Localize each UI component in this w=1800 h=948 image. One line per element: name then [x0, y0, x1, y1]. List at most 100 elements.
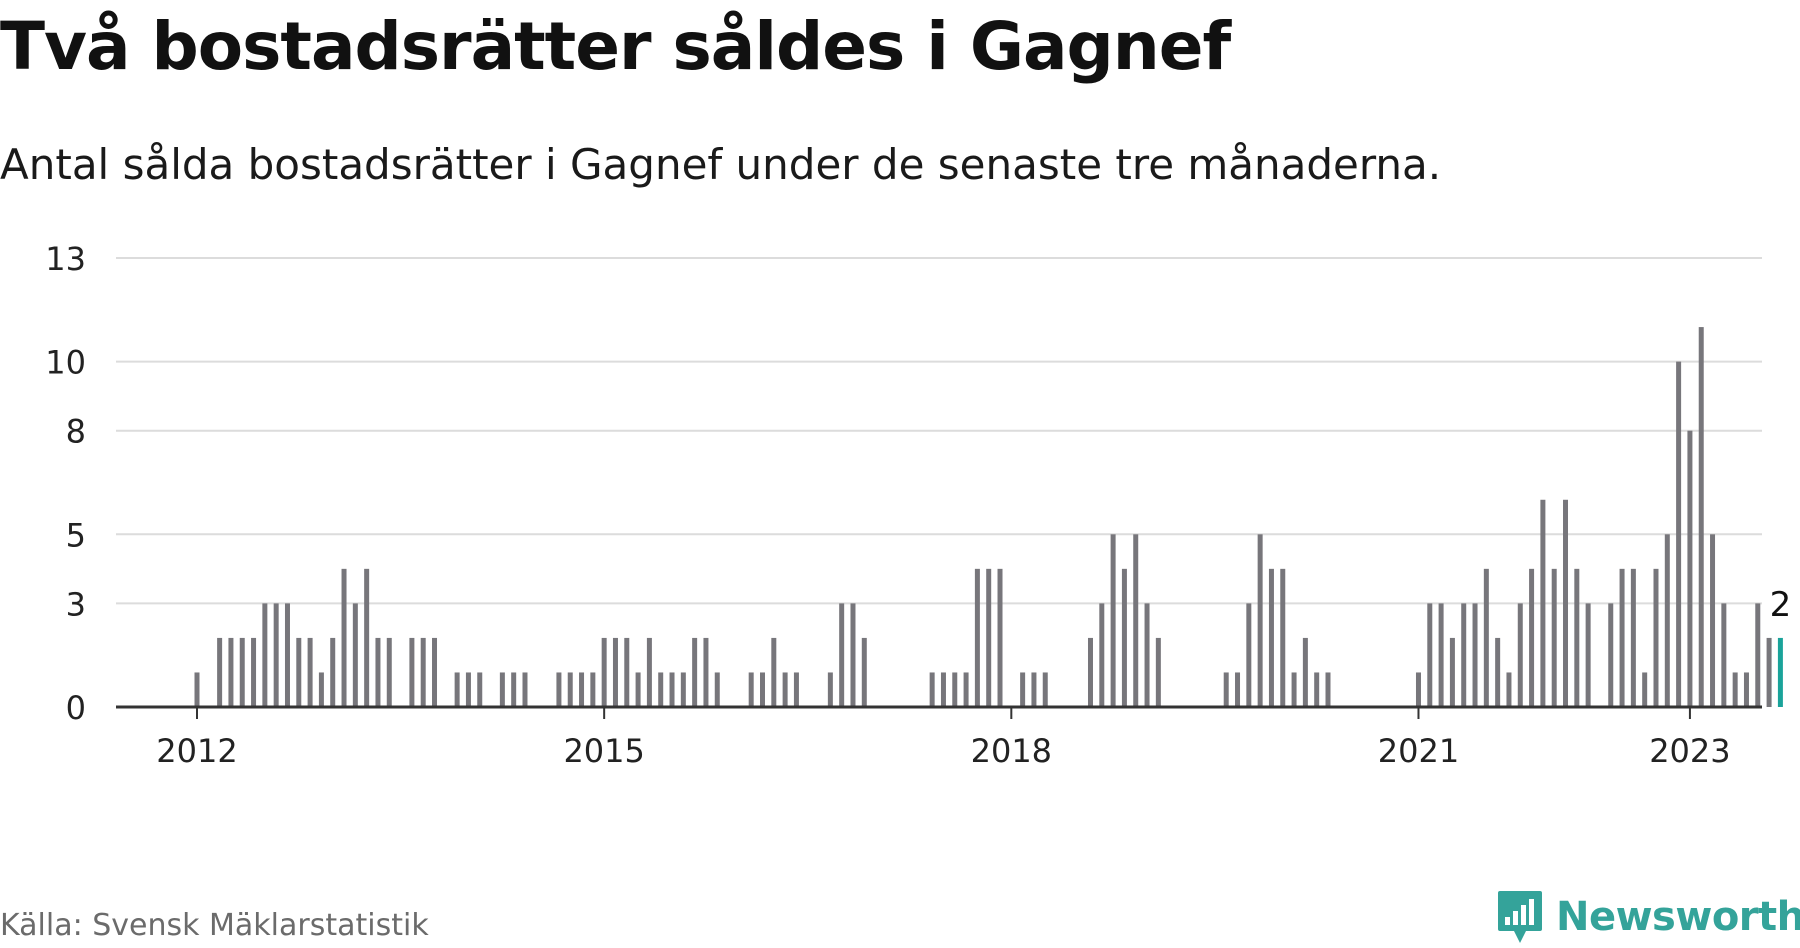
bar [1574, 568, 1580, 707]
bar [273, 603, 279, 707]
bar [341, 568, 347, 707]
bar [352, 603, 358, 707]
bar [1257, 534, 1263, 707]
bar [1325, 672, 1331, 707]
bar [1314, 672, 1320, 707]
bar [658, 672, 664, 707]
bar [680, 672, 686, 707]
bar [624, 637, 630, 707]
bar [827, 672, 833, 707]
bar [669, 672, 675, 707]
bar [997, 568, 1003, 707]
bar [1042, 672, 1048, 707]
x-tick-label: 2021 [1378, 732, 1459, 770]
bar [465, 672, 471, 707]
bar [1087, 637, 1093, 707]
bar [986, 568, 992, 707]
bar [1732, 672, 1738, 707]
bar-series [194, 327, 1783, 707]
bar [1766, 637, 1772, 707]
bar [318, 672, 324, 707]
bar [760, 672, 765, 707]
bar [511, 672, 517, 707]
bar [861, 637, 867, 707]
bar [1031, 672, 1037, 707]
bar [1676, 361, 1682, 707]
last-value-label: 2 [1770, 585, 1792, 625]
bar [1472, 603, 1478, 707]
y-tick-label: 5 [66, 516, 86, 554]
bar [703, 637, 709, 707]
bar [1235, 672, 1241, 707]
bar [522, 672, 528, 707]
bar [1551, 568, 1557, 707]
bar [850, 603, 856, 707]
bar [590, 672, 596, 707]
bar [409, 637, 415, 707]
bar [839, 603, 845, 707]
brand-name: Newsworthy [1556, 894, 1800, 940]
source-note: Källa: Svensk Mäklarstatistik [0, 908, 429, 943]
brand-logo-block: Newsworthy [1496, 888, 1800, 946]
bar [330, 637, 336, 707]
chart-subtitle: Antal sålda bostadsrätter i Gagnef under… [0, 140, 1442, 189]
bar [307, 637, 313, 707]
bar [217, 637, 223, 707]
bar [612, 637, 618, 707]
bar [1223, 672, 1229, 707]
bar [1743, 672, 1749, 707]
y-tick-label: 0 [66, 689, 86, 727]
bar-highlight [1777, 637, 1783, 707]
bar [1110, 534, 1116, 707]
bar [432, 637, 438, 707]
bar [1302, 637, 1308, 707]
bar [1133, 534, 1139, 707]
bar [296, 637, 302, 707]
bar [1563, 499, 1569, 707]
bar [974, 568, 980, 707]
bar [714, 672, 720, 707]
bar [1449, 637, 1455, 707]
bar [1495, 637, 1501, 707]
bar [375, 637, 381, 707]
bar [284, 603, 290, 707]
y-tick-label: 8 [66, 413, 86, 451]
bar [454, 672, 460, 707]
bar [1155, 637, 1161, 707]
bar [1710, 534, 1716, 707]
axes: 0 3 5 8 10 13 2 2012 2015 2018 2021 2023 [45, 240, 1791, 770]
bar [1461, 603, 1467, 707]
bar [1540, 499, 1546, 707]
bar [1608, 603, 1614, 707]
bar [1246, 603, 1252, 707]
bar [793, 672, 799, 707]
bar [1268, 568, 1274, 707]
bar [386, 637, 392, 707]
bar [1687, 430, 1693, 707]
bar [1144, 603, 1150, 707]
bar [1483, 568, 1489, 707]
bar [567, 672, 573, 707]
bar [1698, 327, 1704, 707]
bar [1721, 603, 1727, 707]
bar [194, 672, 200, 707]
bar [1619, 568, 1625, 707]
bar [364, 568, 370, 707]
x-tick-label: 2018 [971, 732, 1052, 770]
grid-lines [116, 257, 1762, 605]
bar [929, 672, 935, 707]
bar [1664, 534, 1670, 707]
bar [1415, 672, 1421, 707]
bar [1291, 672, 1297, 707]
bar [1427, 603, 1433, 707]
bar [228, 637, 234, 707]
bar [499, 672, 505, 707]
bar [1529, 568, 1535, 707]
y-tick-label: 13 [45, 240, 86, 278]
bar [1020, 672, 1026, 707]
bar [646, 637, 652, 707]
bar [1642, 672, 1648, 707]
bar [262, 603, 268, 707]
bar [692, 637, 698, 707]
chart-title: Två bostadsrätter såldes i Gagnef [0, 8, 1231, 85]
